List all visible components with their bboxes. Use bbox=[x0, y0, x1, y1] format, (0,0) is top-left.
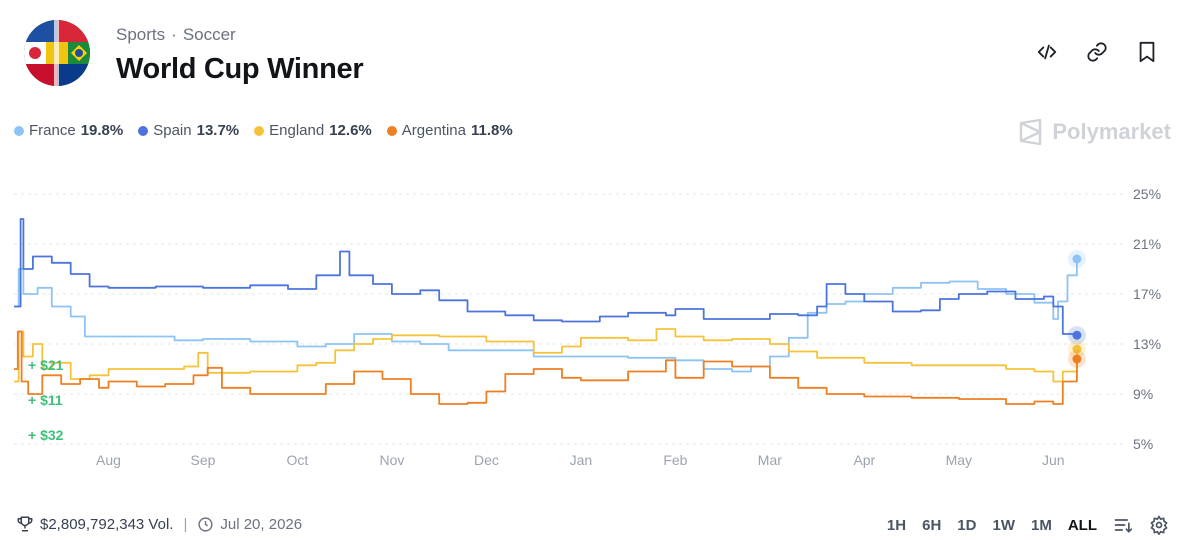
legend-name: Spain bbox=[153, 122, 192, 139]
volume-text: $2,809,792,343 Vol. bbox=[40, 515, 174, 533]
legend-swatch bbox=[254, 125, 265, 136]
chart-settings-button[interactable] bbox=[1149, 515, 1169, 535]
market-footer: $2,809,792,343 Vol. | Jul 20, 2026 bbox=[16, 515, 302, 533]
legend-percent: 11.8% bbox=[470, 122, 513, 139]
legend-swatch bbox=[386, 125, 397, 136]
end-date-text: Jul 20, 2026 bbox=[220, 515, 303, 533]
x-tick-label: Nov bbox=[379, 452, 404, 468]
brand-name: Polymarket bbox=[1052, 119, 1171, 144]
y-tick-label: 21% bbox=[1133, 236, 1161, 252]
world-cup-flags-image bbox=[24, 20, 90, 86]
legend-item-argentina: Argentina 11.8% bbox=[386, 122, 513, 139]
legend-item-spain: Spain 13.7% bbox=[138, 122, 239, 139]
legend-percent: 12.6% bbox=[329, 122, 372, 139]
x-tick-label: Sep bbox=[191, 452, 216, 468]
series-lines bbox=[14, 218, 1078, 405]
sort-list-icon bbox=[1114, 519, 1133, 533]
trade-label: + $11 bbox=[28, 392, 63, 408]
page-title: World Cup Winner bbox=[116, 53, 364, 85]
x-tick-label: May bbox=[946, 452, 972, 468]
chart-legend: France 19.8% Spain 13.7% England 12.6% A… bbox=[14, 122, 513, 139]
y-tick-label: 9% bbox=[1133, 386, 1153, 402]
legend-swatch bbox=[138, 125, 149, 136]
range-6h[interactable]: 6H bbox=[922, 516, 942, 534]
y-tick-label: 17% bbox=[1133, 286, 1161, 302]
x-axis-labels: Aug Sep Oct Nov Dec Jan Feb Mar Apr May Jun bbox=[96, 452, 1065, 468]
y-tick-label: 13% bbox=[1133, 336, 1161, 352]
breadcrumb-separator: · bbox=[171, 25, 177, 44]
legend-item-england: England 12.6% bbox=[254, 122, 372, 139]
range-1d[interactable]: 1D bbox=[957, 516, 977, 534]
breadcrumb-category[interactable]: Sports bbox=[116, 25, 166, 44]
time-range-selector: 1H 6H 1D 1W 1M ALL bbox=[887, 515, 1169, 535]
x-tick-label: Jan bbox=[570, 452, 593, 468]
range-all[interactable]: ALL bbox=[1067, 516, 1097, 534]
y-axis-labels: 25% 21% 17% 13% 9% 5% bbox=[1133, 186, 1161, 452]
end-dot-spain bbox=[1072, 330, 1082, 340]
end-dot-argentina bbox=[1072, 354, 1082, 364]
legend-swatch bbox=[14, 125, 24, 136]
end-date-group: Jul 20, 2026 bbox=[197, 516, 302, 533]
gear-icon bbox=[1150, 515, 1168, 535]
range-1h[interactable]: 1H bbox=[886, 516, 907, 534]
legend-percent: 13.7% bbox=[196, 122, 240, 139]
breadcrumb-subcategory[interactable]: Soccer bbox=[182, 25, 236, 44]
polymarket-watermark: Polymarket bbox=[1018, 118, 1171, 146]
legend-name: Argentina bbox=[401, 122, 466, 139]
trade-labels: + $21 + $11 + $32 bbox=[28, 357, 64, 443]
trophy-icon bbox=[17, 516, 33, 532]
range-1m[interactable]: 1M bbox=[1030, 516, 1052, 534]
series-end-dots bbox=[1067, 250, 1086, 368]
legend-percent: 19.8% bbox=[80, 122, 124, 139]
y-tick-label: 5% bbox=[1133, 436, 1153, 452]
legend-name: England bbox=[269, 122, 325, 139]
end-dot-france bbox=[1072, 254, 1082, 264]
x-tick-label: Apr bbox=[853, 452, 875, 468]
embed-button[interactable] bbox=[1033, 38, 1061, 66]
legend-name: France bbox=[29, 122, 76, 139]
x-tick-label: Feb bbox=[663, 452, 687, 468]
x-tick-label: Dec bbox=[474, 452, 499, 468]
header-actions bbox=[1033, 38, 1161, 66]
x-tick-label: Mar bbox=[758, 452, 782, 468]
x-tick-label: Jun bbox=[1042, 452, 1065, 468]
footer-divider: | bbox=[183, 515, 188, 533]
volume-group: $2,809,792,343 Vol. bbox=[16, 515, 173, 533]
trade-label: + $21 bbox=[28, 357, 64, 373]
legend-item-france: France 19.8% bbox=[14, 122, 123, 139]
chart-grid bbox=[14, 193, 1125, 445]
link-icon bbox=[1087, 42, 1107, 62]
price-chart[interactable]: 25% 21% 17% 13% 9% 5% Aug Sep Oct Nov Dec Jan Feb Ma… bbox=[0, 175, 1185, 475]
polymarket-logo-icon bbox=[1020, 118, 1042, 146]
series-line-france bbox=[14, 259, 1078, 373]
x-tick-label: Aug bbox=[96, 452, 121, 468]
trade-label: + $32 bbox=[28, 427, 64, 443]
clock-icon bbox=[198, 516, 213, 532]
filter-button[interactable] bbox=[1113, 515, 1133, 535]
x-tick-label: Oct bbox=[287, 452, 309, 468]
copy-link-button[interactable] bbox=[1083, 38, 1111, 66]
market-avatar bbox=[24, 20, 90, 86]
range-1w[interactable]: 1W bbox=[992, 516, 1015, 534]
code-embed-icon bbox=[1037, 44, 1057, 60]
bookmark-icon bbox=[1139, 41, 1155, 63]
bookmark-button[interactable] bbox=[1133, 38, 1161, 66]
series-line-argentina bbox=[14, 330, 1078, 405]
series-line-spain bbox=[14, 218, 1078, 336]
breadcrumb: Sports · Soccer bbox=[116, 25, 236, 45]
end-dot-england bbox=[1072, 344, 1082, 354]
y-tick-label: 25% bbox=[1133, 186, 1161, 202]
